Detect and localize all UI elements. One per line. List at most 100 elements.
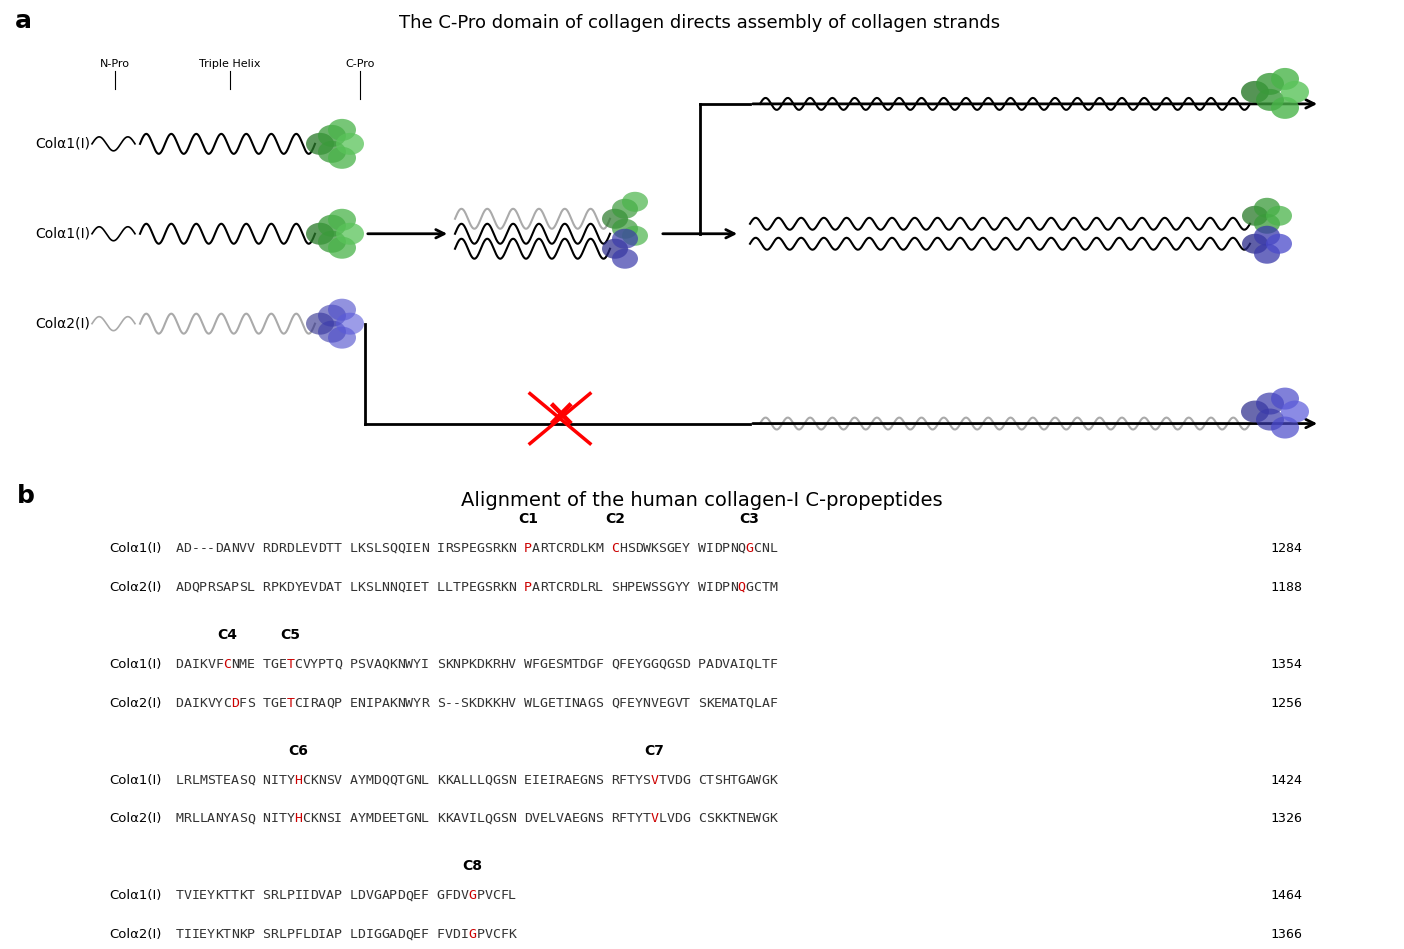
Text: H: H bbox=[295, 812, 302, 826]
Text: L: L bbox=[476, 773, 484, 787]
Text: K: K bbox=[445, 773, 452, 787]
Text: K: K bbox=[215, 889, 223, 902]
Text: E: E bbox=[302, 542, 310, 554]
Text: I: I bbox=[706, 542, 713, 554]
Text: T: T bbox=[682, 697, 691, 710]
Text: S: S bbox=[484, 581, 493, 594]
Text: R: R bbox=[271, 928, 278, 941]
Text: K: K bbox=[389, 697, 397, 710]
Text: E: E bbox=[199, 889, 208, 902]
Text: D: D bbox=[682, 658, 691, 671]
Text: F: F bbox=[215, 658, 223, 671]
Text: -: - bbox=[445, 697, 452, 710]
Text: Q: Q bbox=[746, 658, 754, 671]
Text: L: L bbox=[469, 773, 476, 787]
Text: N: N bbox=[508, 581, 517, 594]
Text: -: - bbox=[452, 697, 461, 710]
Text: S: S bbox=[698, 697, 706, 710]
Ellipse shape bbox=[317, 305, 345, 326]
Text: 1354: 1354 bbox=[1271, 658, 1303, 671]
Text: V: V bbox=[317, 889, 326, 902]
Text: G: G bbox=[650, 658, 658, 671]
Text: N: N bbox=[421, 542, 428, 554]
Text: E: E bbox=[713, 697, 722, 710]
Text: K: K bbox=[769, 812, 778, 826]
Text: E: E bbox=[524, 773, 532, 787]
Text: Colα2(I): Colα2(I) bbox=[110, 581, 161, 594]
Text: C: C bbox=[556, 581, 563, 594]
Text: Y: Y bbox=[215, 697, 223, 710]
Ellipse shape bbox=[1257, 89, 1285, 111]
Text: D: D bbox=[271, 542, 278, 554]
Text: D: D bbox=[358, 928, 365, 941]
Text: G: G bbox=[761, 773, 769, 787]
Ellipse shape bbox=[1271, 68, 1299, 90]
Text: R: R bbox=[271, 889, 278, 902]
Text: Colα1(I): Colα1(I) bbox=[110, 542, 161, 554]
Text: L: L bbox=[580, 581, 587, 594]
Text: Q: Q bbox=[484, 773, 493, 787]
Text: E: E bbox=[413, 581, 421, 594]
Text: N: N bbox=[389, 581, 397, 594]
Text: T: T bbox=[761, 658, 769, 671]
Text: N: N bbox=[382, 581, 389, 594]
Text: 1188: 1188 bbox=[1271, 581, 1303, 594]
Text: M: M bbox=[239, 658, 247, 671]
Text: K: K bbox=[215, 928, 223, 941]
Text: T: T bbox=[334, 542, 341, 554]
Text: A: A bbox=[317, 697, 326, 710]
Text: N: N bbox=[413, 812, 421, 826]
Text: S: S bbox=[437, 697, 445, 710]
Ellipse shape bbox=[306, 223, 334, 245]
Text: S: S bbox=[500, 812, 508, 826]
Text: P: P bbox=[373, 697, 382, 710]
Ellipse shape bbox=[612, 249, 637, 269]
Text: Y: Y bbox=[310, 658, 319, 671]
Text: P: P bbox=[350, 658, 358, 671]
Text: K: K bbox=[358, 581, 365, 594]
Text: S: S bbox=[263, 889, 271, 902]
Text: D: D bbox=[580, 658, 587, 671]
Ellipse shape bbox=[336, 223, 364, 245]
Text: C1: C1 bbox=[518, 512, 538, 526]
Text: C7: C7 bbox=[644, 744, 664, 757]
Text: N: N bbox=[230, 542, 239, 554]
Text: G: G bbox=[667, 542, 674, 554]
Ellipse shape bbox=[1271, 387, 1299, 410]
Text: M: M bbox=[563, 658, 571, 671]
Text: K: K bbox=[500, 581, 508, 594]
Text: A: A bbox=[350, 773, 358, 787]
Text: M: M bbox=[365, 812, 373, 826]
Text: S: S bbox=[452, 542, 461, 554]
Text: T: T bbox=[215, 773, 223, 787]
Text: Q: Q bbox=[746, 697, 754, 710]
Text: A: A bbox=[730, 697, 737, 710]
Text: L: L bbox=[302, 928, 310, 941]
Text: T: T bbox=[730, 773, 737, 787]
Text: K: K bbox=[310, 773, 319, 787]
Text: Colα1(I): Colα1(I) bbox=[110, 889, 161, 902]
Text: L: L bbox=[350, 928, 358, 941]
Text: R: R bbox=[278, 542, 286, 554]
Text: G: G bbox=[271, 697, 278, 710]
Text: Colα1(I): Colα1(I) bbox=[110, 658, 161, 671]
Text: A: A bbox=[223, 542, 232, 554]
Ellipse shape bbox=[329, 119, 357, 140]
Text: D: D bbox=[176, 697, 184, 710]
Text: L: L bbox=[373, 581, 382, 594]
Ellipse shape bbox=[329, 236, 357, 259]
Ellipse shape bbox=[1254, 214, 1280, 233]
Text: K: K bbox=[484, 658, 493, 671]
Text: G: G bbox=[746, 581, 754, 594]
Text: N: N bbox=[643, 697, 650, 710]
Text: E: E bbox=[548, 697, 556, 710]
Text: F: F bbox=[769, 697, 778, 710]
Text: G: G bbox=[587, 658, 595, 671]
Text: G: G bbox=[373, 889, 382, 902]
Text: T: T bbox=[326, 542, 334, 554]
Text: N: N bbox=[397, 658, 406, 671]
Text: D: D bbox=[674, 773, 682, 787]
Text: T: T bbox=[626, 773, 635, 787]
Text: Colα2(I): Colα2(I) bbox=[35, 317, 90, 330]
Text: T: T bbox=[548, 581, 556, 594]
